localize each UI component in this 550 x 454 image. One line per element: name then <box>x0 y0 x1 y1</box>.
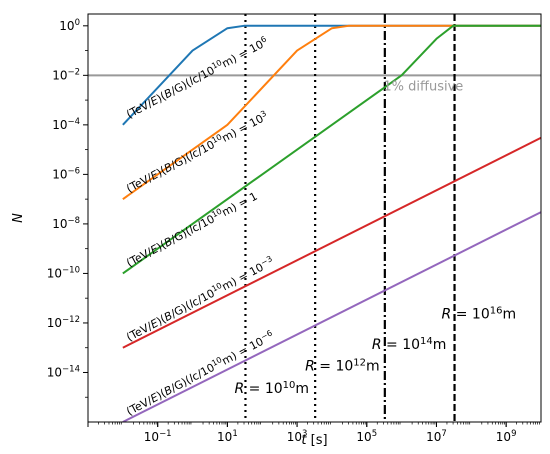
y-tick-label-7: 10−14 <box>47 364 80 379</box>
x-tick-label-2: 103 <box>287 429 308 444</box>
series-line-3 <box>122 136 541 349</box>
y-tick-label-0: 100 <box>59 18 80 33</box>
plot-layer <box>88 14 541 422</box>
series-line-4 <box>122 211 541 422</box>
vline-label-1: R = 1012m <box>305 357 380 375</box>
vline-label-0: R = 1010m <box>234 379 309 397</box>
x-axis-label: t [s] <box>301 433 327 448</box>
vline-label-3: R = 1016m <box>442 305 517 323</box>
curve-label-1: (TeV/E)(B/G)(lc/1010m) = 103 <box>124 108 271 195</box>
vline-label-2: R = 1014m <box>372 335 447 353</box>
curve-label-text: (TeV/E)(B/G)(lc/1010m) = 1 <box>124 188 260 269</box>
y-tick-label-5: 10−10 <box>47 265 80 280</box>
series-line-2 <box>122 24 541 275</box>
x-tick-label-0: 10−1 <box>144 429 172 444</box>
curve-label-2: (TeV/E)(B/G)(lc/1010m) = 1 <box>124 188 260 270</box>
y-tick-label-3: 10−6 <box>52 166 80 181</box>
hline-label: 1% diffusive <box>383 79 463 94</box>
y-tick-label-6: 10−12 <box>47 315 80 330</box>
x-tick-label-5: 109 <box>496 429 517 444</box>
y-tick-label-2: 10−4 <box>52 117 80 132</box>
x-tick-label-4: 107 <box>426 429 447 444</box>
plot-frame <box>87 13 542 423</box>
x-tick-label-3: 105 <box>356 429 377 444</box>
curve-label-4: (TeV/E)(B/G)(lc/1010m) = 10−6 <box>124 328 277 418</box>
annotation-layer: 1% diffusive R = 1010m R = 1012m R = 1014m R… <box>124 34 517 418</box>
curve-label-3: (TeV/E)(B/G)(lc/1010m) = 10−3 <box>124 254 277 344</box>
y-axis-label: N <box>11 213 26 223</box>
x-tick-label-1: 101 <box>217 429 238 444</box>
y-tick-label-1: 10−2 <box>52 67 80 82</box>
y-tick-label-4: 10−8 <box>52 216 80 231</box>
curve-label-text: (TeV/E)(B/G)(lc/1010m) = 103 <box>124 108 271 195</box>
curve-label-text: (TeV/E)(B/G)(lc/1010m) = 10−3 <box>124 254 277 344</box>
series-line-1 <box>122 24 541 200</box>
axes-layer: 10−1 101 103 105 107 109 100 10−2 10−4 10−6 10−8 10… <box>11 18 540 448</box>
curve-label-text: (TeV/E)(B/G)(lc/1010m) = 10−6 <box>124 328 277 418</box>
